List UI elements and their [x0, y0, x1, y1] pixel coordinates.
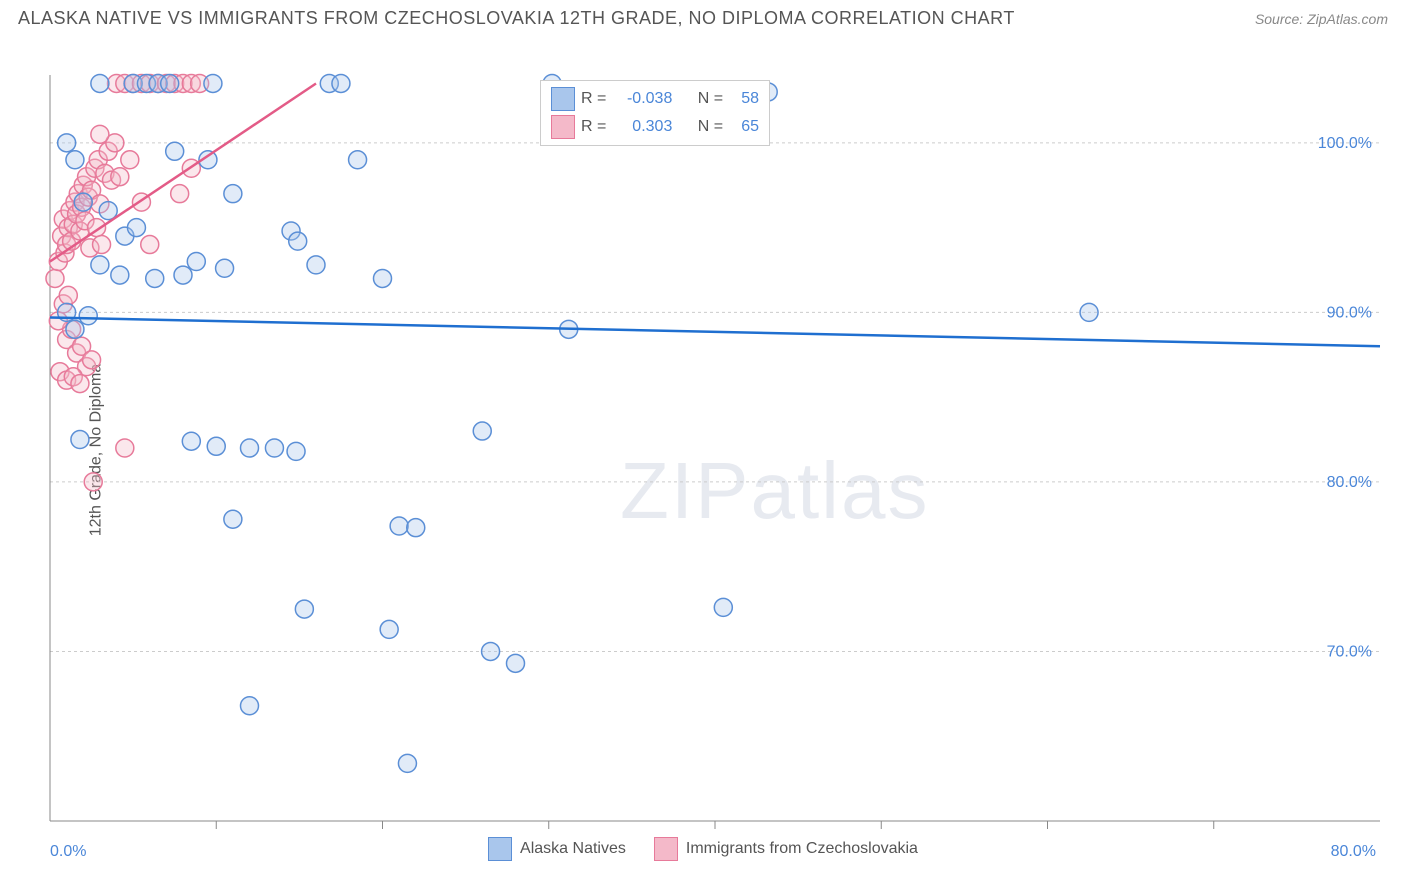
legend-series: Alaska Natives Immigrants from Czechoslov…	[0, 837, 1406, 861]
svg-text:90.0%: 90.0%	[1327, 304, 1372, 321]
legend-swatch	[551, 115, 575, 139]
svg-text:100.0%: 100.0%	[1318, 135, 1372, 152]
chart-area: 12th Grade, No Diploma ZIPatlas 70.0%80.…	[0, 35, 1406, 865]
legend-label: Alaska Natives	[520, 840, 626, 858]
legend-stats: R = -0.038 N = 58 R = 0.303 N = 65	[540, 80, 770, 146]
legend-item: Immigrants from Czechoslovakia	[654, 837, 918, 861]
legend-swatch	[654, 837, 678, 861]
chart-source: Source: ZipAtlas.com	[1255, 11, 1388, 27]
svg-text:70.0%: 70.0%	[1327, 643, 1372, 660]
legend-item: Alaska Natives	[488, 837, 626, 861]
legend-label: Immigrants from Czechoslovakia	[686, 840, 918, 858]
legend-swatch	[488, 837, 512, 861]
chart-title: ALASKA NATIVE VS IMMIGRANTS FROM CZECHOS…	[18, 8, 1015, 29]
legend-swatch	[551, 87, 575, 111]
svg-text:80.0%: 80.0%	[1327, 474, 1372, 491]
scatter-plot-svg: 70.0% 80.0% 90.0% 100.0%	[0, 35, 1406, 865]
